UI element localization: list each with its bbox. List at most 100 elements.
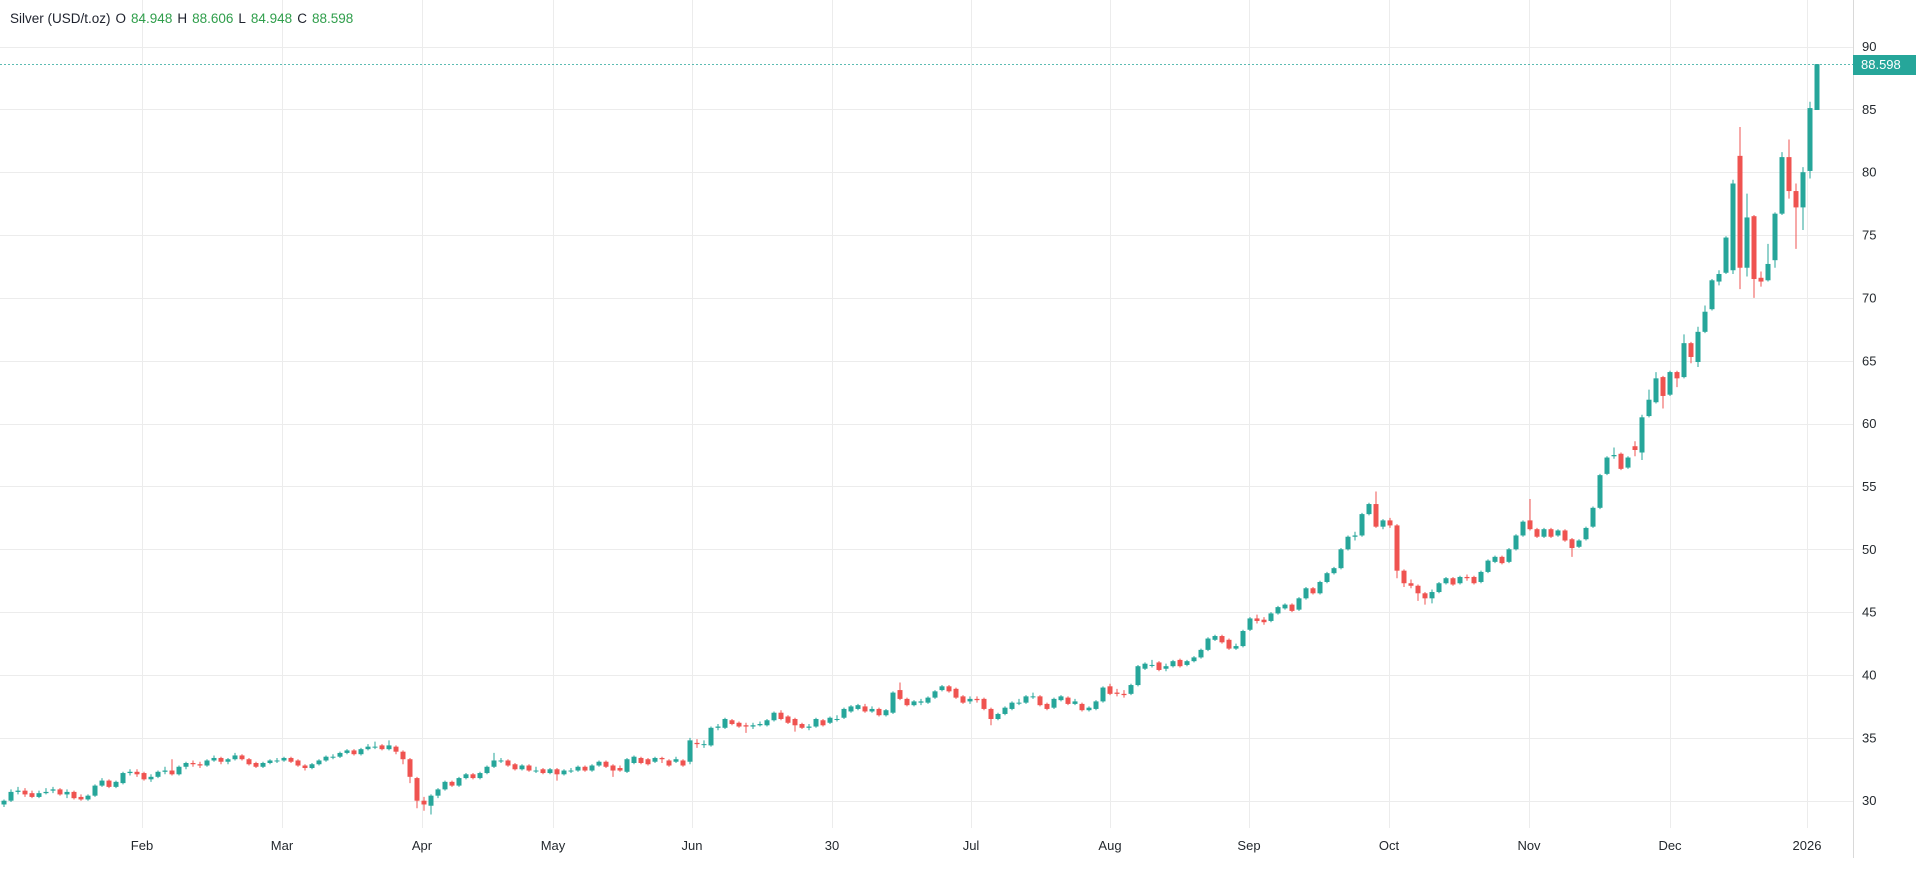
candle-down [71, 790, 77, 800]
candle-up [498, 757, 504, 763]
candle-body [1422, 593, 1428, 599]
candle-up [827, 716, 833, 725]
candle-body [750, 725, 756, 727]
candle-down [1464, 574, 1470, 581]
candle-up [1128, 683, 1134, 696]
candle-down [1044, 702, 1050, 711]
candle-body [911, 701, 917, 706]
candle-up [316, 759, 322, 766]
candle-body [1065, 697, 1071, 704]
candle-body [960, 696, 966, 703]
candle-body [1569, 539, 1575, 549]
candle-body [1261, 619, 1267, 623]
candle-down [1114, 688, 1120, 697]
candle-down [1219, 634, 1225, 644]
candle-body [841, 708, 847, 718]
candle-body [624, 759, 630, 772]
candle-body [57, 789, 63, 795]
candle-body [491, 760, 497, 767]
candle-body [246, 759, 252, 765]
candle-down [29, 790, 35, 799]
candle-up [1604, 456, 1610, 476]
candle-up [1002, 706, 1008, 716]
candle-body [36, 793, 42, 797]
candle-up [1282, 603, 1288, 610]
candle-body [897, 690, 903, 699]
candle-body [1653, 378, 1659, 403]
candle-body [435, 789, 441, 796]
candle-down [512, 762, 518, 771]
candle-body [505, 760, 511, 766]
candle-up [358, 747, 364, 756]
candle-body [988, 708, 994, 719]
candle-body [1695, 331, 1701, 363]
last-price-badge: 88.598 [1853, 54, 1916, 75]
price-gridlines [0, 47, 1853, 802]
candle-down [638, 756, 644, 765]
candle-up [281, 756, 287, 762]
candle-body [428, 795, 434, 806]
candle-body [1310, 588, 1316, 594]
candle-body [1191, 657, 1197, 662]
candle-down [1548, 527, 1554, 538]
candle-up [925, 696, 931, 704]
candle-body [309, 764, 315, 769]
candle-body [113, 781, 119, 787]
candle-body [1492, 556, 1498, 562]
candle-down [1289, 603, 1295, 613]
candle-body [1485, 560, 1491, 572]
candle-body [617, 768, 623, 771]
candle-up [1247, 617, 1253, 632]
candle-down [295, 759, 301, 767]
candle-body [1100, 687, 1106, 702]
price-tick-label: 90 [1862, 39, 1876, 54]
candle-down [414, 776, 420, 809]
time-tick-label: Jul [963, 838, 980, 853]
candle-down [610, 764, 616, 777]
candle-body [883, 710, 889, 716]
price-tick-label: 60 [1862, 416, 1876, 431]
candle-body [1443, 578, 1449, 584]
candle-up [323, 755, 329, 762]
candle-down [645, 757, 651, 766]
time-tick-label: Apr [412, 838, 433, 853]
time-axis-scale[interactable] [0, 820, 1853, 870]
candle-body [1254, 618, 1260, 621]
candle-up [1051, 697, 1057, 709]
candle-body [673, 759, 679, 762]
candle-body [414, 778, 420, 801]
candle-body [148, 776, 154, 780]
candle-body [820, 720, 826, 726]
candle-body [848, 706, 854, 712]
candle-up [309, 762, 315, 770]
candle-body [267, 760, 273, 763]
candle-body [1604, 457, 1610, 474]
candle-body [337, 752, 343, 757]
price-axis-scale[interactable] [1853, 0, 1916, 820]
candle-up [1212, 634, 1218, 642]
candle-down [505, 759, 511, 767]
candle-down [1786, 139, 1792, 199]
candle-down [694, 739, 700, 748]
candle-down [1226, 638, 1232, 650]
candle-down [792, 717, 798, 732]
candle-down [743, 722, 749, 733]
candle-up [1366, 502, 1372, 516]
candle-up [148, 774, 154, 782]
candle-up [1541, 527, 1547, 538]
candle-down [351, 749, 357, 756]
candle-body [1450, 578, 1456, 585]
candle-body [708, 727, 714, 746]
candle-down [22, 788, 28, 797]
candle-down [785, 715, 791, 725]
candle-up [456, 776, 462, 787]
candle-down [421, 796, 427, 811]
candle-body [407, 759, 413, 777]
candle-down [666, 759, 672, 767]
candle-up [1646, 389, 1652, 418]
candle-down [1527, 499, 1533, 531]
candle-body [1373, 504, 1379, 527]
candle-up [869, 706, 875, 713]
candle-body [1730, 183, 1736, 271]
